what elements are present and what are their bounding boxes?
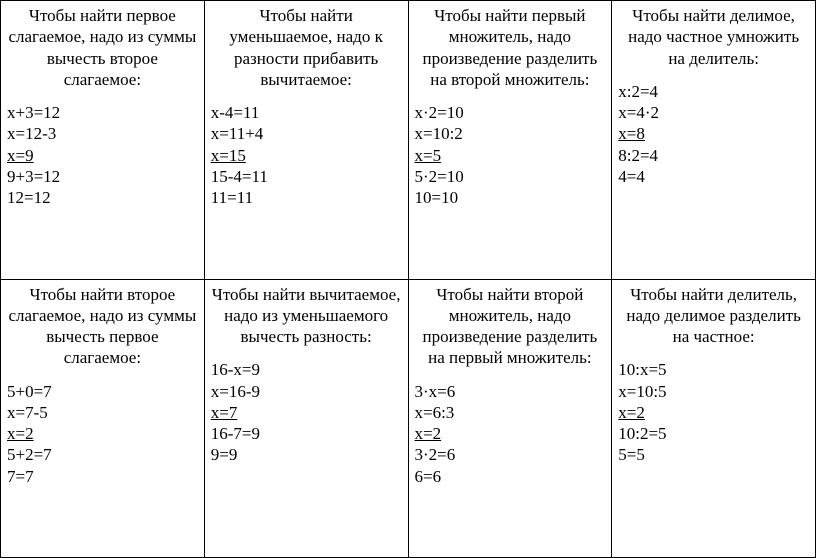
table-cell: Чтобы найти второе слагаемое, надо из су… <box>1 279 205 558</box>
eq-line: х=10:2 <box>415 123 606 144</box>
equations: 16-х=9 х=16-9 х=7 16-7=9 9=9 <box>211 359 402 465</box>
eq-line-answer: х=2 <box>415 423 606 444</box>
rule-text: Чтобы найти делимое, надо частное умножи… <box>618 5 809 69</box>
table-row: Чтобы найти первое слагаемое, надо из су… <box>1 1 816 280</box>
eq-line-answer: х=8 <box>618 123 809 144</box>
eq-line: 5+2=7 <box>7 444 198 465</box>
eq-line-answer: х=2 <box>618 402 809 423</box>
eq-line-answer: х=7 <box>211 402 402 423</box>
rule-text: Чтобы найти делитель, надо делимое разде… <box>618 284 809 348</box>
eq-line: 8:2=4 <box>618 145 809 166</box>
eq-line: 10:х=5 <box>618 359 809 380</box>
eq-line: 3·2=6 <box>415 444 606 465</box>
eq-line: 11=11 <box>211 187 402 208</box>
eq-line-answer: х=2 <box>7 423 198 444</box>
rules-table: Чтобы найти первое слагаемое, надо из су… <box>0 0 816 558</box>
eq-line: х=11+4 <box>211 123 402 144</box>
eq-line: 5+0=7 <box>7 381 198 402</box>
table-cell: Чтобы найти уменьшаемое, надо к разности… <box>204 1 408 280</box>
eq-line-answer: х=9 <box>7 145 198 166</box>
eq-line: 9+3=12 <box>7 166 198 187</box>
table-cell: Чтобы найти второй множитель, надо произ… <box>408 279 612 558</box>
equations: 3·х=6 х=6:3 х=2 3·2=6 6=6 <box>415 381 606 487</box>
equations: х-4=11 х=11+4 х=15 15-4=11 11=11 <box>211 102 402 208</box>
rule-text: Чтобы найти первый множитель, надо произ… <box>415 5 606 90</box>
table-cell: Чтобы найти вычитаемое, надо из уменьшае… <box>204 279 408 558</box>
eq-line: 5·2=10 <box>415 166 606 187</box>
table-cell: Чтобы найти первое слагаемое, надо из су… <box>1 1 205 280</box>
eq-line: х=12-3 <box>7 123 198 144</box>
table-cell: Чтобы найти делимое, надо частное умножи… <box>612 1 816 280</box>
rule-text: Чтобы найти второе слагаемое, надо из су… <box>7 284 198 369</box>
eq-line: 9=9 <box>211 444 402 465</box>
eq-line: х-4=11 <box>211 102 402 123</box>
equations: х:2=4 х=4·2 х=8 8:2=4 4=4 <box>618 81 809 187</box>
table-cell: Чтобы найти делитель, надо делимое разде… <box>612 279 816 558</box>
eq-line: 7=7 <box>7 466 198 487</box>
eq-line: 6=6 <box>415 466 606 487</box>
eq-line: 15-4=11 <box>211 166 402 187</box>
equations: 5+0=7 х=7-5 х=2 5+2=7 7=7 <box>7 381 198 487</box>
eq-line: 4=4 <box>618 166 809 187</box>
eq-line: 12=12 <box>7 187 198 208</box>
eq-line: х:2=4 <box>618 81 809 102</box>
eq-line: х=10:5 <box>618 381 809 402</box>
eq-line: 3·х=6 <box>415 381 606 402</box>
eq-line: 10=10 <box>415 187 606 208</box>
rule-text: Чтобы найти уменьшаемое, надо к разности… <box>211 5 402 90</box>
eq-line: х·2=10 <box>415 102 606 123</box>
eq-line: х=7-5 <box>7 402 198 423</box>
equations: х·2=10 х=10:2 х=5 5·2=10 10=10 <box>415 102 606 208</box>
eq-line: х+3=12 <box>7 102 198 123</box>
equations: х+3=12 х=12-3 х=9 9+3=12 12=12 <box>7 102 198 208</box>
eq-line-answer: х=5 <box>415 145 606 166</box>
eq-line: х=4·2 <box>618 102 809 123</box>
rule-text: Чтобы найти второй множитель, надо произ… <box>415 284 606 369</box>
eq-line: 16-х=9 <box>211 359 402 380</box>
rule-text: Чтобы найти вычитаемое, надо из уменьшае… <box>211 284 402 348</box>
rule-text: Чтобы найти первое слагаемое, надо из су… <box>7 5 198 90</box>
equations: 10:х=5 х=10:5 х=2 10:2=5 5=5 <box>618 359 809 465</box>
eq-line: 5=5 <box>618 444 809 465</box>
eq-line: 16-7=9 <box>211 423 402 444</box>
eq-line: х=6:3 <box>415 402 606 423</box>
eq-line: х=16-9 <box>211 381 402 402</box>
table-row: Чтобы найти второе слагаемое, надо из су… <box>1 279 816 558</box>
eq-line: 10:2=5 <box>618 423 809 444</box>
table-cell: Чтобы найти первый множитель, надо произ… <box>408 1 612 280</box>
eq-line-answer: х=15 <box>211 145 402 166</box>
